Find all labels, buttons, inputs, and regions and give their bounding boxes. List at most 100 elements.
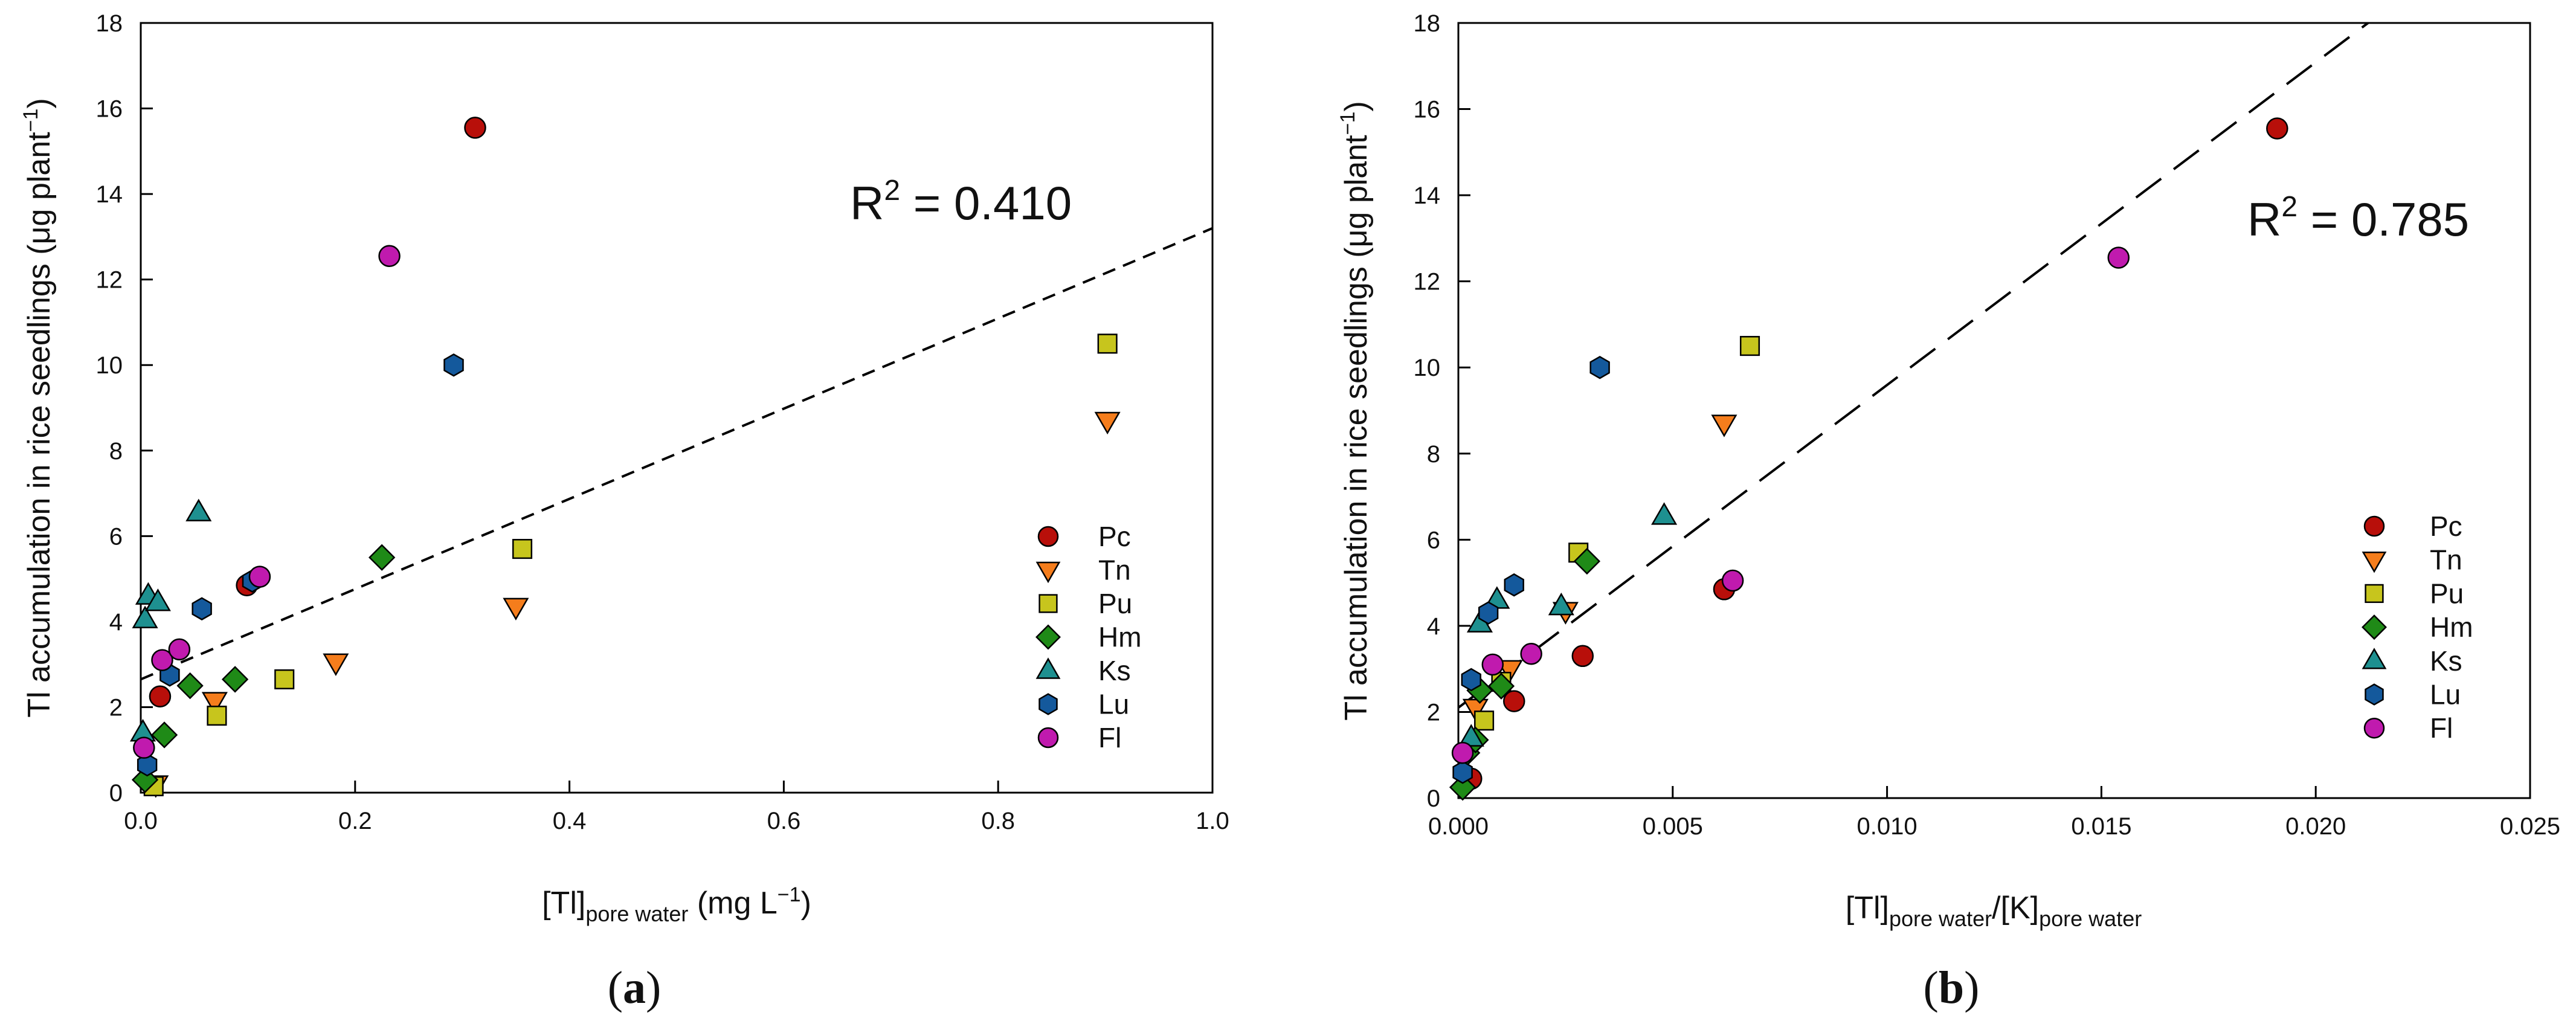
panel-a-legend-label-ks: Ks <box>1098 655 1131 686</box>
panel-a-point-lu <box>137 753 158 777</box>
panel-a-point-ks <box>185 498 212 521</box>
panel-b-point-ks <box>1651 502 1678 525</box>
panel-b-y-tick-label: 6 <box>1427 527 1440 553</box>
panel-a-point-pc <box>149 685 172 707</box>
panel-b-legend-label-hm: Hm <box>2430 611 2473 643</box>
panel-a-y-tick-label: 8 <box>109 438 123 465</box>
panel-a-point-fl <box>151 649 173 671</box>
panel-b-point-pu <box>1739 336 1760 356</box>
panel-a-y-tick-label: 14 <box>96 181 123 208</box>
panel-a-fit-line <box>140 227 1213 681</box>
panel-b-r2-annotation: R2 = 0.785 <box>2247 191 2469 246</box>
panel-a-y-tick-label: 4 <box>109 609 123 636</box>
panel-b-x-tick-label: 0.025 <box>2500 813 2560 840</box>
panel-a-y-tick-label: 10 <box>96 352 123 379</box>
panel-b-x-axis-label: [Tl]pore water/[K]pore water <box>1846 891 2142 931</box>
panel-b-point-tn <box>1496 660 1523 683</box>
panel-a-y-tick-label: 6 <box>109 523 123 550</box>
panel-a-x-tick-label: 0.4 <box>553 808 587 834</box>
panel-b-legend-marker-pu <box>2365 584 2384 604</box>
panel-a-x-tick-label: 0.2 <box>338 808 372 834</box>
panel-a-legend-marker-fl <box>1037 727 1059 749</box>
panel-b-point-lu <box>1504 573 1524 597</box>
panel-b-legend-label-pc: Pc <box>2430 511 2462 542</box>
panel-a-point-tn <box>201 692 228 715</box>
panel-b-point-hm <box>1487 672 1515 700</box>
panel-b-point-pc <box>1571 645 1594 668</box>
panel-a-legend-label-pc: Pc <box>1098 521 1131 552</box>
panel-a-ticks: 0.0 0.2 0.4 0.6 0.8 1.0 0 2 4 6 8 10 12 14 16 18 <box>96 10 1229 834</box>
panel-a-point-lu <box>443 353 464 377</box>
panel-b-legend-marker-fl <box>2363 717 2385 739</box>
panel-a-points <box>130 117 1121 798</box>
panel-a-label: (a) <box>608 962 662 1013</box>
panel-a-point-ks <box>132 605 158 628</box>
panel-a-point-tn <box>323 653 349 677</box>
panel-a-point-lu <box>192 597 212 620</box>
panel-a-legend-label-fl: Fl <box>1098 722 1121 753</box>
panel-b-label: (b) <box>1924 962 1980 1013</box>
panel-b-point-tn <box>1711 414 1737 437</box>
panel-a-point-hm <box>221 666 249 693</box>
panel-a-legend-label-lu: Lu <box>1098 689 1129 720</box>
panel-b-point-ks <box>1548 592 1574 616</box>
panel-b-point-pc <box>2266 117 2288 140</box>
panel-a-legend-marker-pu <box>1038 594 1058 613</box>
panel-b-x-tick-label: 0.015 <box>2071 813 2131 840</box>
panel-a-x-tick-label: 0.0 <box>124 808 158 834</box>
panel-b-y-tick-label: 4 <box>1427 613 1440 640</box>
panel-b-y-tick-label: 2 <box>1427 699 1440 726</box>
panel-b-point-fl <box>1520 642 1542 665</box>
panel-b-point-fl <box>1451 741 1474 764</box>
panel-b-point-lu <box>1452 760 1473 784</box>
panel-b-x-tick-label: 0.010 <box>1857 813 1918 840</box>
panel-b-legend-label-lu: Lu <box>2430 679 2461 710</box>
panel-b-legend-marker-tn <box>2362 551 2387 573</box>
panel-a-legend-marker-hm <box>1035 624 1061 650</box>
panel-a-legend-marker-ks <box>1035 657 1061 679</box>
panel-a-plot-frame <box>140 22 1214 794</box>
panel-b-chart: 0.000 0.005 0.010 0.015 0.020 0.025 0 2 4 6 8 10 12 1… <box>1336 10 2560 1013</box>
panel-b-point-lu <box>1589 355 1610 379</box>
panel-a-legend-label-tn: Tn <box>1098 555 1131 586</box>
panel-a-point-fl <box>168 638 191 661</box>
panel-b-point-hm <box>1573 547 1601 575</box>
panel-a-chart: 0.0 0.2 0.4 0.6 0.8 1.0 0 2 4 6 8 10 12 14 16 18 R2 = 0… <box>19 10 1229 1013</box>
panel-b-points <box>1449 117 2288 801</box>
panel-a-point-fl <box>248 565 271 588</box>
panel-a-legend-marker-pc <box>1037 526 1059 547</box>
panel-a-y-tick-label: 2 <box>109 694 123 721</box>
panel-b-plot-frame <box>1457 22 2531 799</box>
panel-a-y-axis-label: Tl accumulation in rice seedlings (μg pl… <box>19 98 57 717</box>
panel-b-point-fl <box>1721 569 1744 592</box>
panel-a-point-ks <box>144 588 171 611</box>
panel-b-point-lu <box>1461 668 1481 692</box>
panel-b-legend-label-ks: Ks <box>2430 645 2462 677</box>
panel-a-legend-label-hm: Hm <box>1098 622 1142 653</box>
panel-b-legend-label-pu: Pu <box>2430 578 2464 609</box>
panel-b-ticks: 0.000 0.005 0.010 0.015 0.020 0.025 0 2 4 6 8 10 12 1… <box>1414 10 2561 840</box>
panel-b-legend-marker-hm <box>2362 614 2387 640</box>
panel-a-point-hm <box>368 544 396 571</box>
panel-a-legend-marker-lu <box>1038 693 1058 715</box>
panel-b-legend-marker-lu <box>2365 683 2384 706</box>
panel-b-legend-marker-pc <box>2363 515 2385 537</box>
panel-a-y-tick-label: 16 <box>96 96 123 123</box>
panel-b-y-tick-label: 14 <box>1414 182 1441 209</box>
panel-a-point-hm <box>176 672 204 700</box>
panel-b-y-tick-label: 12 <box>1414 269 1441 295</box>
panel-b-x-tick-label: 0.005 <box>1643 813 1703 840</box>
panel-a-x-axis-label: [Tl]pore water (mg L−1) <box>542 883 811 926</box>
panel-b-point-fl <box>2107 246 2130 269</box>
panel-a-point-pu <box>512 539 533 559</box>
panel-b-point-ks <box>1458 724 1484 747</box>
panel-a-legend-label-pu: Pu <box>1098 588 1132 619</box>
panel-b-point-pc <box>1502 690 1525 712</box>
panel-b-legend-label-tn: Tn <box>2430 544 2462 576</box>
panel-a-point-fl <box>133 736 155 759</box>
panel-a-y-tick-label: 0 <box>109 780 123 807</box>
panel-b-y-tick-label: 10 <box>1414 355 1441 381</box>
panel-a-point-pc <box>464 117 486 139</box>
